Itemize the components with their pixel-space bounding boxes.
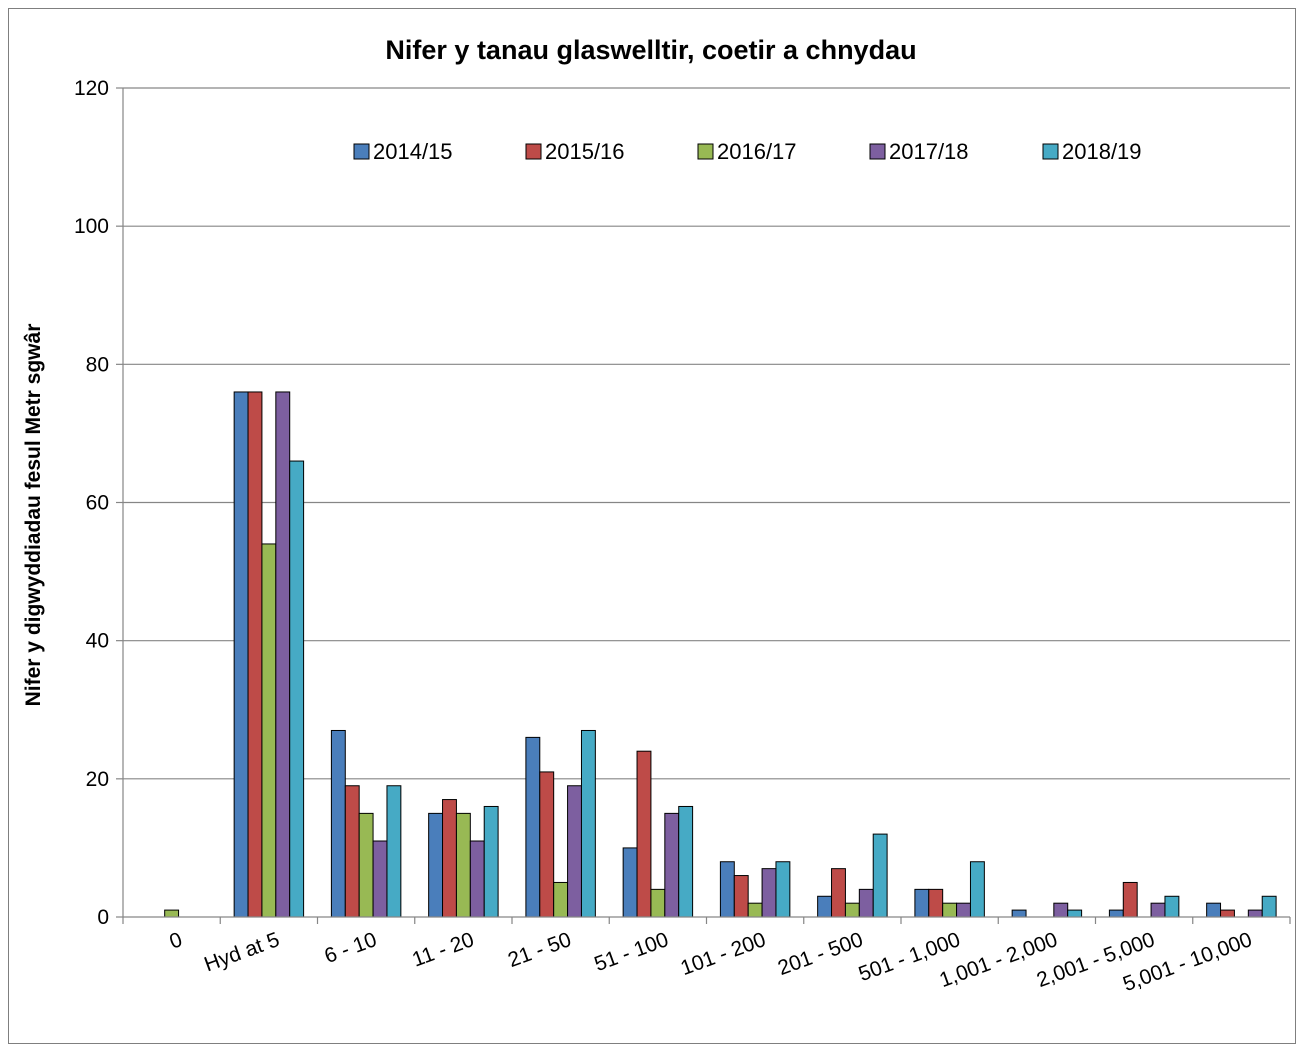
bar [747,902,763,918]
legend-label: 2014/15 [373,139,453,164]
bar [942,902,958,918]
bar [831,868,846,918]
bar [483,805,499,918]
x-tick-labels: 0 Hyd at 5 6 - 10 11 - 20 21 - 50 51 - 100 101… [166,928,1255,996]
x-tick-label: 21 - 50 [505,928,574,972]
bar [858,888,874,918]
bar [1150,902,1166,918]
bar [956,902,971,918]
bar [761,868,777,918]
bar [775,861,791,918]
bar [275,391,291,918]
bar [539,771,555,918]
legend-label: 2016/17 [717,139,797,164]
bar [914,888,930,918]
bar [969,861,985,918]
legend-label: 2018/19 [1062,139,1142,164]
bar [733,875,749,918]
legend-item: 2018/19 [1042,139,1142,164]
x-tick-label: 201 - 500 [775,928,866,980]
bar [678,805,694,918]
y-tick-label: 0 [97,906,109,929]
x-tick-label: Hyd at 5 [201,928,282,976]
axes [116,87,1291,924]
bar [650,888,666,918]
bar [233,391,249,918]
bar [553,881,569,918]
gridlines [123,87,1290,780]
bar [1261,895,1277,918]
bar [664,812,680,918]
legend: 2014/15 2015/16 2016/17 2017/18 2018/19 [353,139,1142,164]
bar [1011,909,1027,918]
bar [872,833,888,918]
y-tick-label: 40 [86,630,109,653]
bar [330,729,346,918]
bar [247,391,263,918]
bar [469,840,485,918]
bar [1067,909,1083,918]
x-tick-label: 51 - 100 [591,928,671,976]
x-tick-label: 6 - 10 [322,928,380,968]
x-tick-label: 0 [166,928,185,954]
bar [428,812,444,918]
legend-swatch [525,143,542,160]
legend-label: 2017/18 [889,139,969,164]
bar [261,543,277,918]
legend-label: 2015/16 [545,139,625,164]
bar [344,785,360,918]
y-tick-label: 80 [86,353,109,376]
bar [372,840,388,918]
legend-swatch [697,143,714,160]
bar [1122,881,1138,918]
legend-swatch [1042,143,1059,160]
x-tick-label: 11 - 20 [409,928,477,971]
y-axis-label: Nifer y digwyddiadau fesul Metr sgwâr [22,324,45,707]
bar [928,888,944,918]
legend-swatch [869,143,886,160]
bar [844,902,860,918]
bar [455,812,471,918]
bar [442,799,457,918]
bar [1053,902,1069,918]
y-tick-label: 100 [74,215,109,238]
legend-item: 2016/17 [697,139,797,164]
y-tick-labels: 0 20 40 60 80 100 120 [74,77,109,929]
bar [289,460,305,918]
bar [164,909,180,918]
legend-item: 2015/16 [525,139,625,164]
bar [817,895,833,918]
bar [580,729,596,918]
bar [525,736,541,918]
bars-group [164,391,1277,918]
bar [622,847,638,918]
bar [358,812,374,918]
chart-frame [8,8,1296,1044]
legend-item: 2017/18 [869,139,969,164]
bar [567,785,582,918]
y-tick-label: 20 [86,768,109,791]
y-tick-label: 60 [86,492,109,515]
bar [386,785,402,918]
legend-item: 2014/15 [353,139,453,164]
legend-swatch [353,143,370,160]
bar [1247,909,1263,918]
bar [1164,895,1180,918]
bar [1108,909,1124,918]
bar [719,861,735,918]
chart-title: Nifer y tanau glaswelltir, coetir a chny… [385,35,916,65]
bar [636,750,652,918]
y-tick-label: 120 [74,77,109,100]
x-tick-label: 101 - 200 [678,928,769,980]
bar [1206,902,1222,918]
bar [1220,909,1235,918]
